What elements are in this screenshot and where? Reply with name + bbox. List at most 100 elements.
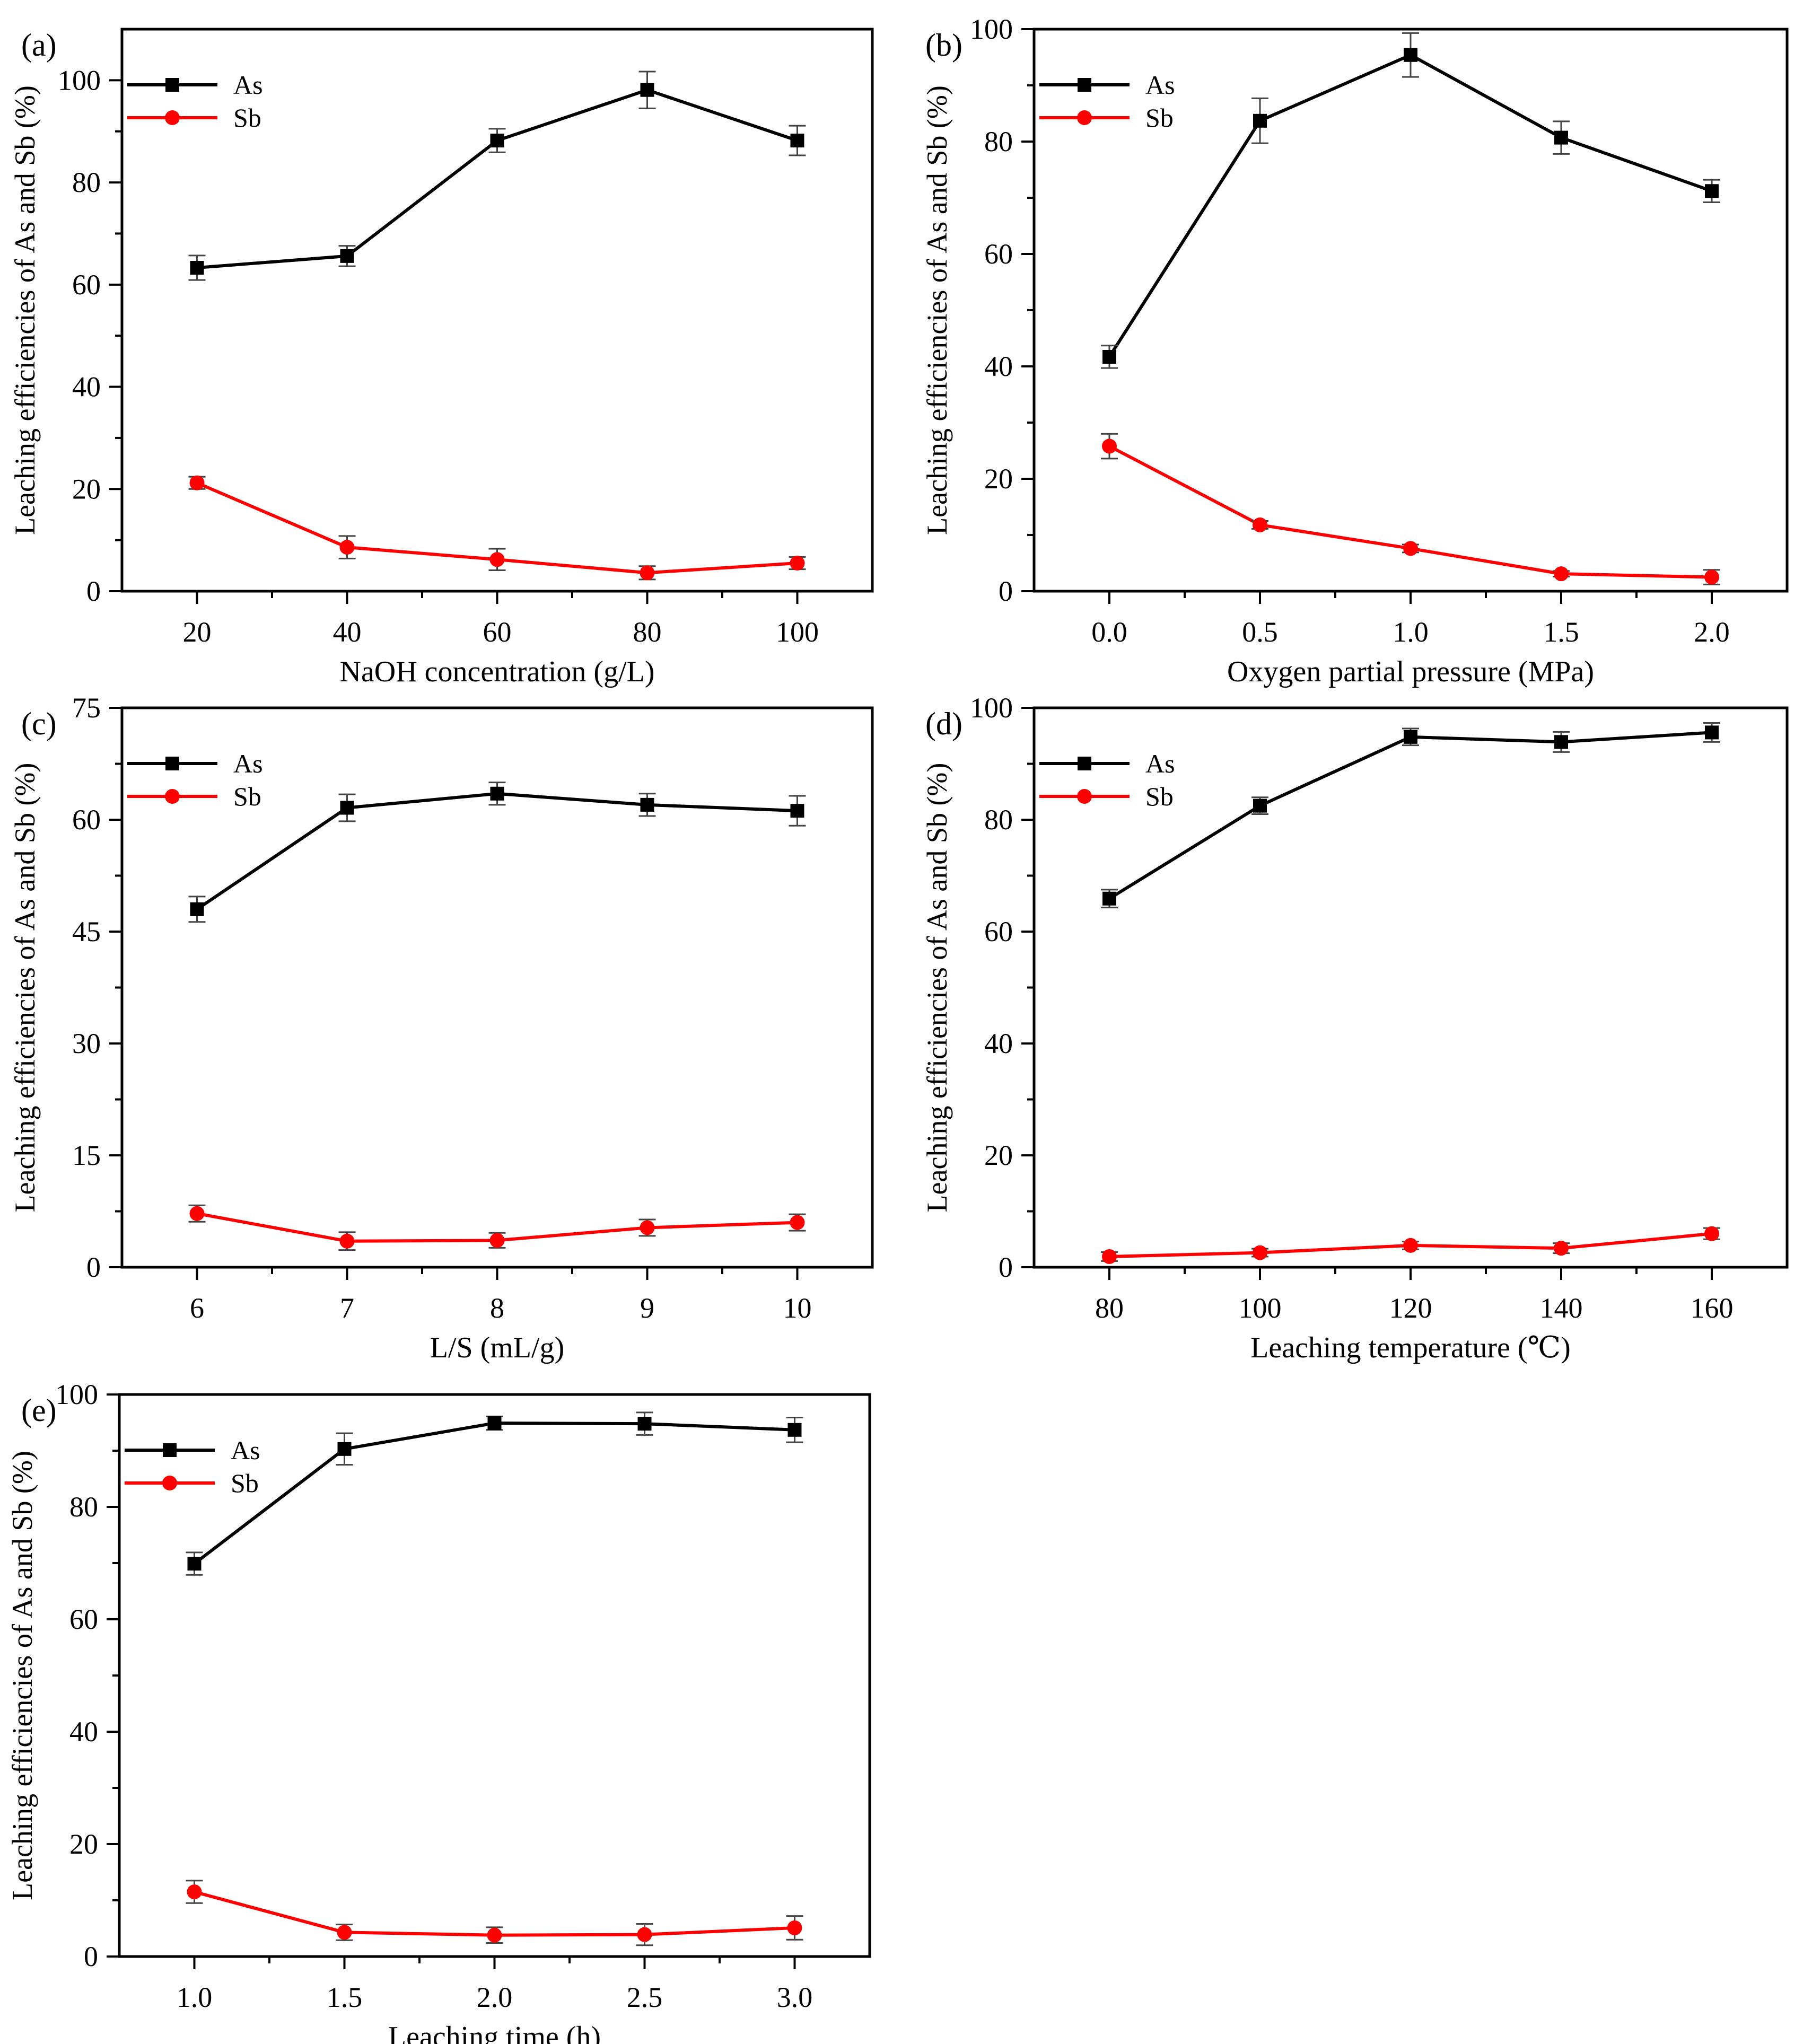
legend-label: As: [233, 70, 263, 100]
x-tick-label: 140: [1540, 1292, 1583, 1324]
legend-label: As: [1145, 70, 1175, 100]
y-tick-label: 0: [86, 1251, 101, 1283]
y-tick-label: 80: [984, 126, 1013, 157]
x-tick-label: 1.5: [1543, 616, 1579, 648]
y-tick-label: 60: [72, 804, 101, 836]
y-tick-label: 20: [69, 1828, 98, 1860]
legend-marker: [165, 789, 180, 804]
x-tick-label: 2.5: [627, 1981, 663, 2013]
data-point-sb: [1704, 1226, 1719, 1241]
x-axis-title: Leaching time (h): [388, 2021, 601, 2044]
data-point-sb: [337, 1925, 352, 1940]
series-as: [1101, 722, 1720, 909]
legend-label: As: [1145, 749, 1175, 778]
series-as: [188, 782, 806, 923]
x-tick-label: 80: [633, 616, 662, 648]
y-tick-label: 0: [84, 1941, 98, 1972]
data-point-as: [1554, 735, 1568, 749]
y-tick-label: 0: [999, 1251, 1013, 1283]
data-point-sb: [640, 1220, 655, 1235]
data-point-sb: [1403, 1238, 1418, 1253]
data-point-sb: [1102, 438, 1117, 454]
data-point-sb: [790, 1215, 805, 1230]
legend-marker: [1077, 789, 1092, 804]
legend-label: As: [233, 749, 263, 778]
y-tick-label: 45: [72, 916, 101, 948]
panel-label: (e): [21, 1393, 57, 1428]
y-tick-label: 30: [72, 1028, 101, 1059]
y-tick-label: 40: [72, 371, 101, 403]
data-point-as: [787, 1423, 802, 1437]
legend-label: Sb: [233, 103, 261, 133]
series-sb: [1101, 433, 1720, 585]
legend-marker: [165, 110, 180, 125]
x-tick-label: 9: [640, 1292, 654, 1324]
data-point-sb: [1102, 1249, 1117, 1264]
series-as: [186, 1411, 803, 1576]
y-tick-label: 40: [69, 1716, 98, 1748]
data-point-sb: [1253, 517, 1267, 532]
data-point-sb: [790, 556, 805, 571]
panel-label: (b): [925, 28, 962, 63]
panel-label: (c): [21, 706, 57, 741]
data-point-as: [1404, 730, 1417, 744]
x-tick-label: 120: [1389, 1292, 1432, 1324]
x-tick-label: 100: [776, 616, 819, 648]
data-point-as: [1102, 891, 1116, 906]
y-tick-label: 15: [72, 1139, 101, 1171]
data-point-sb: [1554, 566, 1569, 582]
legend-marker: [163, 1443, 177, 1457]
y-tick-label: 20: [72, 473, 101, 505]
data-point-as: [1253, 799, 1267, 813]
legend-marker: [1078, 757, 1091, 770]
data-point-as: [790, 804, 804, 818]
y-tick-label: 0: [86, 575, 101, 607]
legend-label: As: [231, 1435, 260, 1465]
x-tick-label: 10: [783, 1292, 812, 1324]
y-tick-label: 80: [69, 1491, 98, 1523]
y-axis-title: Leaching efficiencies of As and Sb (%): [6, 1451, 38, 1900]
y-axis-title: Leaching efficiencies of As and Sb (%): [921, 85, 953, 535]
data-point-as: [190, 261, 204, 275]
data-point-as: [1404, 48, 1417, 62]
data-point-as: [340, 801, 354, 815]
data-point-as: [1253, 113, 1267, 128]
chart-panel-a: (a) 20 40 60 80 100 0 20 40 60 80 100 NaOH concentra…: [9, 28, 874, 688]
y-tick-label: 100: [970, 692, 1013, 724]
data-point-as: [1102, 349, 1116, 364]
y-tick-label: 60: [72, 269, 101, 301]
data-point-as: [190, 902, 204, 916]
y-tick-label: 80: [984, 804, 1013, 836]
chart-panel-b: (b) 0.0 0.5 1.0 1.5 2.0 0 20 40 60 80 100 Oxygen par…: [921, 13, 1789, 688]
x-tick-label: 1.0: [177, 1981, 213, 2013]
data-point-sb: [339, 540, 355, 555]
x-tick-label: 80: [1095, 1292, 1124, 1324]
y-axis-title: Leaching efficiencies of As and Sb (%): [9, 763, 41, 1213]
data-point-sb: [339, 1233, 355, 1249]
x-axis-title: L/S (mL/g): [430, 1331, 565, 1364]
data-point-as: [1705, 725, 1719, 740]
data-point-sb: [1704, 569, 1719, 585]
x-tick-label: 1.0: [1393, 616, 1429, 648]
data-point-as: [490, 134, 504, 148]
y-tick-label: 40: [984, 1028, 1013, 1059]
legend-label: Sb: [1145, 103, 1174, 133]
chart-panel-d: (d) 80 100 120 140 160 0 20 40 60 80 100 Leaching te…: [921, 692, 1789, 1364]
x-axis-title: Leaching temperature (℃): [1250, 1331, 1571, 1364]
y-tick-label: 20: [984, 1139, 1013, 1171]
x-axis-title: NaOH concentration (g/L): [340, 655, 655, 688]
data-point-sb: [489, 552, 505, 567]
y-tick-label: 40: [984, 350, 1013, 382]
data-point-as: [340, 249, 354, 263]
x-axis-title: Oxygen partial pressure (MPa): [1227, 655, 1594, 688]
data-point-as: [637, 1417, 652, 1431]
x-tick-label: 0.0: [1091, 616, 1127, 648]
series-as: [1101, 32, 1720, 369]
y-tick-label: 80: [72, 166, 101, 198]
x-tick-label: 1.5: [327, 1981, 363, 2013]
